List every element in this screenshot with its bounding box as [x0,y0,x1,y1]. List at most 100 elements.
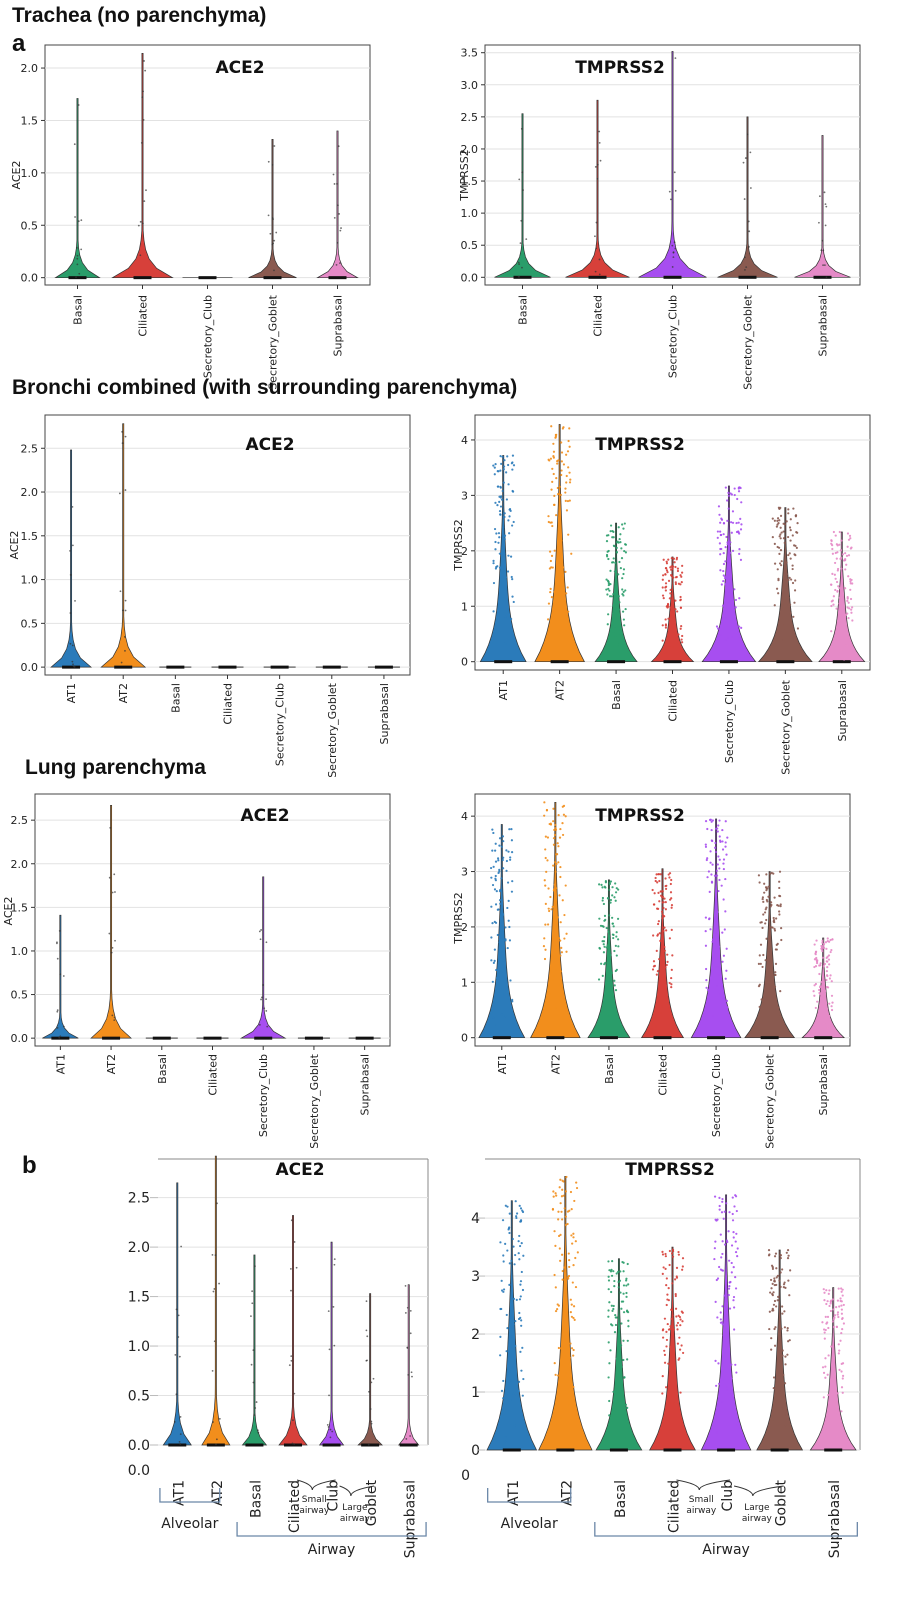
violin-point [611,1260,614,1263]
violin-point [560,1195,564,1198]
violin-point [784,1424,787,1427]
violin-point [716,1277,720,1280]
violin-point [827,958,831,961]
violin-point [617,1286,620,1289]
violin-point [509,1398,512,1402]
large-airway-label-line2: airway [742,1514,773,1524]
violin-point [787,578,790,582]
violin-point [620,547,623,550]
violin-point [113,873,116,876]
violin-point [779,905,782,908]
violin-point [511,1237,514,1241]
violin-point [499,931,502,934]
violin-point [778,546,781,549]
violin-point [622,1339,625,1342]
violin-point [608,1362,611,1365]
violin-point [568,481,572,484]
violin-point [827,1326,830,1330]
chart-title: ACE2 [240,806,289,826]
violin-point [730,531,733,534]
violin-point [552,807,555,810]
violin-point [503,993,506,996]
violin-point [574,1256,577,1260]
violin-point [735,1371,738,1374]
violin-point [114,891,116,893]
violin-point [509,856,512,859]
violin-point [718,858,721,861]
violin-point [738,548,741,551]
violin-median-secretory-goblet [304,1036,323,1040]
violin-point [716,536,719,539]
violin-point [681,1257,685,1260]
violin-point [558,485,562,488]
violin-point [607,1275,610,1278]
violin-point [844,552,847,555]
violin-point [113,1016,116,1019]
violin-point [621,588,624,591]
violin-point [602,925,605,928]
violin-point [777,579,780,582]
y-axis-label: ACE2 [2,897,15,926]
violin-point [719,553,722,556]
y-tick-label: 2.5 [461,111,479,124]
violin-point [775,525,779,528]
violin-median-secretory-club [198,276,217,280]
violin-point [557,1210,560,1213]
violin-point [503,537,506,541]
violin-point [495,627,498,630]
violin-point [365,1359,368,1362]
violin-point [825,974,829,977]
violin-point [251,1302,254,1305]
violin-point [546,923,550,926]
violin-point [789,539,792,542]
violin-point [840,1300,843,1303]
violin-point [607,934,611,937]
violin-point [718,992,722,995]
violin-point [778,886,781,890]
violin-point [773,1344,777,1347]
violin-point [667,579,671,582]
violin-point [494,842,497,845]
violin-body-at2 [201,1155,231,1446]
violin-point [612,604,615,607]
violin-point [669,1327,672,1331]
violin-point [721,840,724,843]
violin-point [615,604,618,607]
x-tick-label-secretory-club: Secretory_Club [667,295,680,378]
violin-point [782,639,785,642]
violin-point [721,996,724,999]
violin-point [665,1277,668,1280]
violin-point [544,848,547,851]
violin-point [679,1318,682,1321]
violin-point [497,859,500,862]
violin-point [706,876,709,879]
violin-point [837,1352,840,1355]
violin-point [573,1199,576,1203]
violin-point [782,1283,786,1286]
violin-point [661,917,664,920]
violin-point [668,872,672,875]
violin-point [667,1299,670,1302]
violin-point [728,544,731,547]
violin-point [602,902,605,906]
violin-median-basal [166,665,185,669]
violin-point [830,630,833,633]
violin-point [564,629,567,633]
violin-point [614,577,617,580]
violin-point [121,430,124,433]
violin-point [747,220,750,223]
violin-point [665,963,668,967]
violin-point [614,891,618,894]
violin-point [722,552,725,555]
violin-point [823,990,827,993]
x-tick-label-basal: Basal [72,295,85,325]
violin-point [335,264,338,266]
violin-point [722,867,725,871]
alveolar-bracket [159,1488,221,1503]
x-tick-label-ciliated: Ciliated [667,680,680,722]
violin-point [504,1204,507,1207]
violin-point [557,937,561,940]
violin-point [812,990,815,993]
x-tick-label-secretory-club: Secretory_Club [274,683,287,766]
violin-point [607,613,610,616]
